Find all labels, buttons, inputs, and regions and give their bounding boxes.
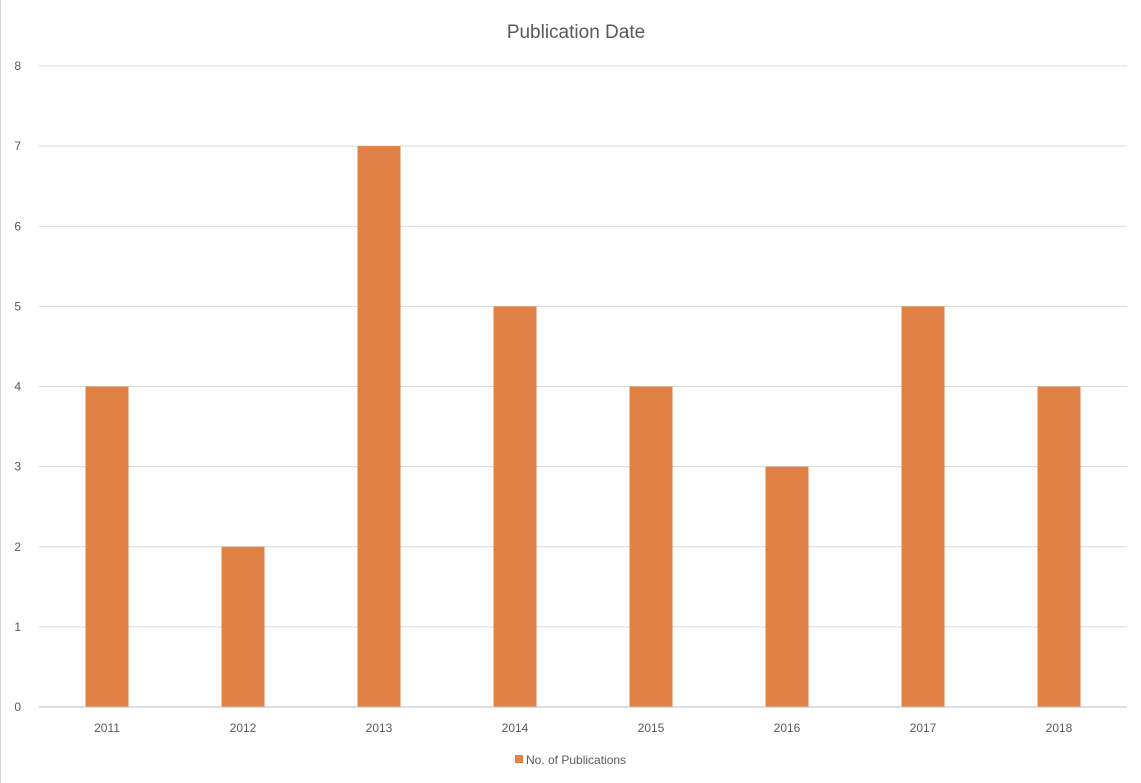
bars: [85, 146, 1081, 707]
x-tick-label: 2017: [910, 721, 937, 735]
bar-2016: [765, 466, 809, 707]
y-tick-label: 6: [14, 219, 21, 233]
y-tick-label: 8: [14, 59, 21, 73]
y-axis-tick-labels: 0 1 2 3 4 5 6 7 8: [14, 59, 21, 714]
y-tick-label: 4: [14, 380, 21, 394]
bar-2015: [629, 386, 673, 707]
y-tick-label: 2: [14, 540, 21, 554]
x-tick-label: 2012: [230, 721, 257, 735]
y-tick-label: 0: [14, 700, 21, 714]
x-tick-label: 2015: [638, 721, 665, 735]
chart-title: Publication Date: [507, 22, 645, 43]
y-tick-label: 3: [14, 460, 21, 474]
y-tick-label: 5: [14, 299, 21, 313]
bar-2013: [357, 146, 401, 707]
legend: No. of Publications: [515, 753, 626, 767]
y-tick-label: 1: [14, 620, 21, 634]
x-tick-label: 2014: [502, 721, 529, 735]
bar-2018: [1037, 386, 1081, 707]
x-tick-label: 2016: [774, 721, 801, 735]
gridlines: [39, 65, 1127, 628]
x-tick-label: 2011: [94, 721, 120, 735]
y-tick-label: 7: [14, 139, 21, 153]
bar-2012: [221, 546, 265, 707]
legend-label: No. of Publications: [526, 753, 626, 767]
bar-2017: [901, 306, 945, 707]
x-axis-tick-labels: 2011 2012 2013 2014 2015 2016 2017 2018: [94, 721, 1073, 735]
legend-swatch: [515, 755, 523, 763]
x-tick-label: 2018: [1046, 721, 1073, 735]
bar-2011: [85, 386, 129, 707]
x-tick-label: 2013: [366, 721, 393, 735]
bar-2014: [493, 306, 537, 707]
